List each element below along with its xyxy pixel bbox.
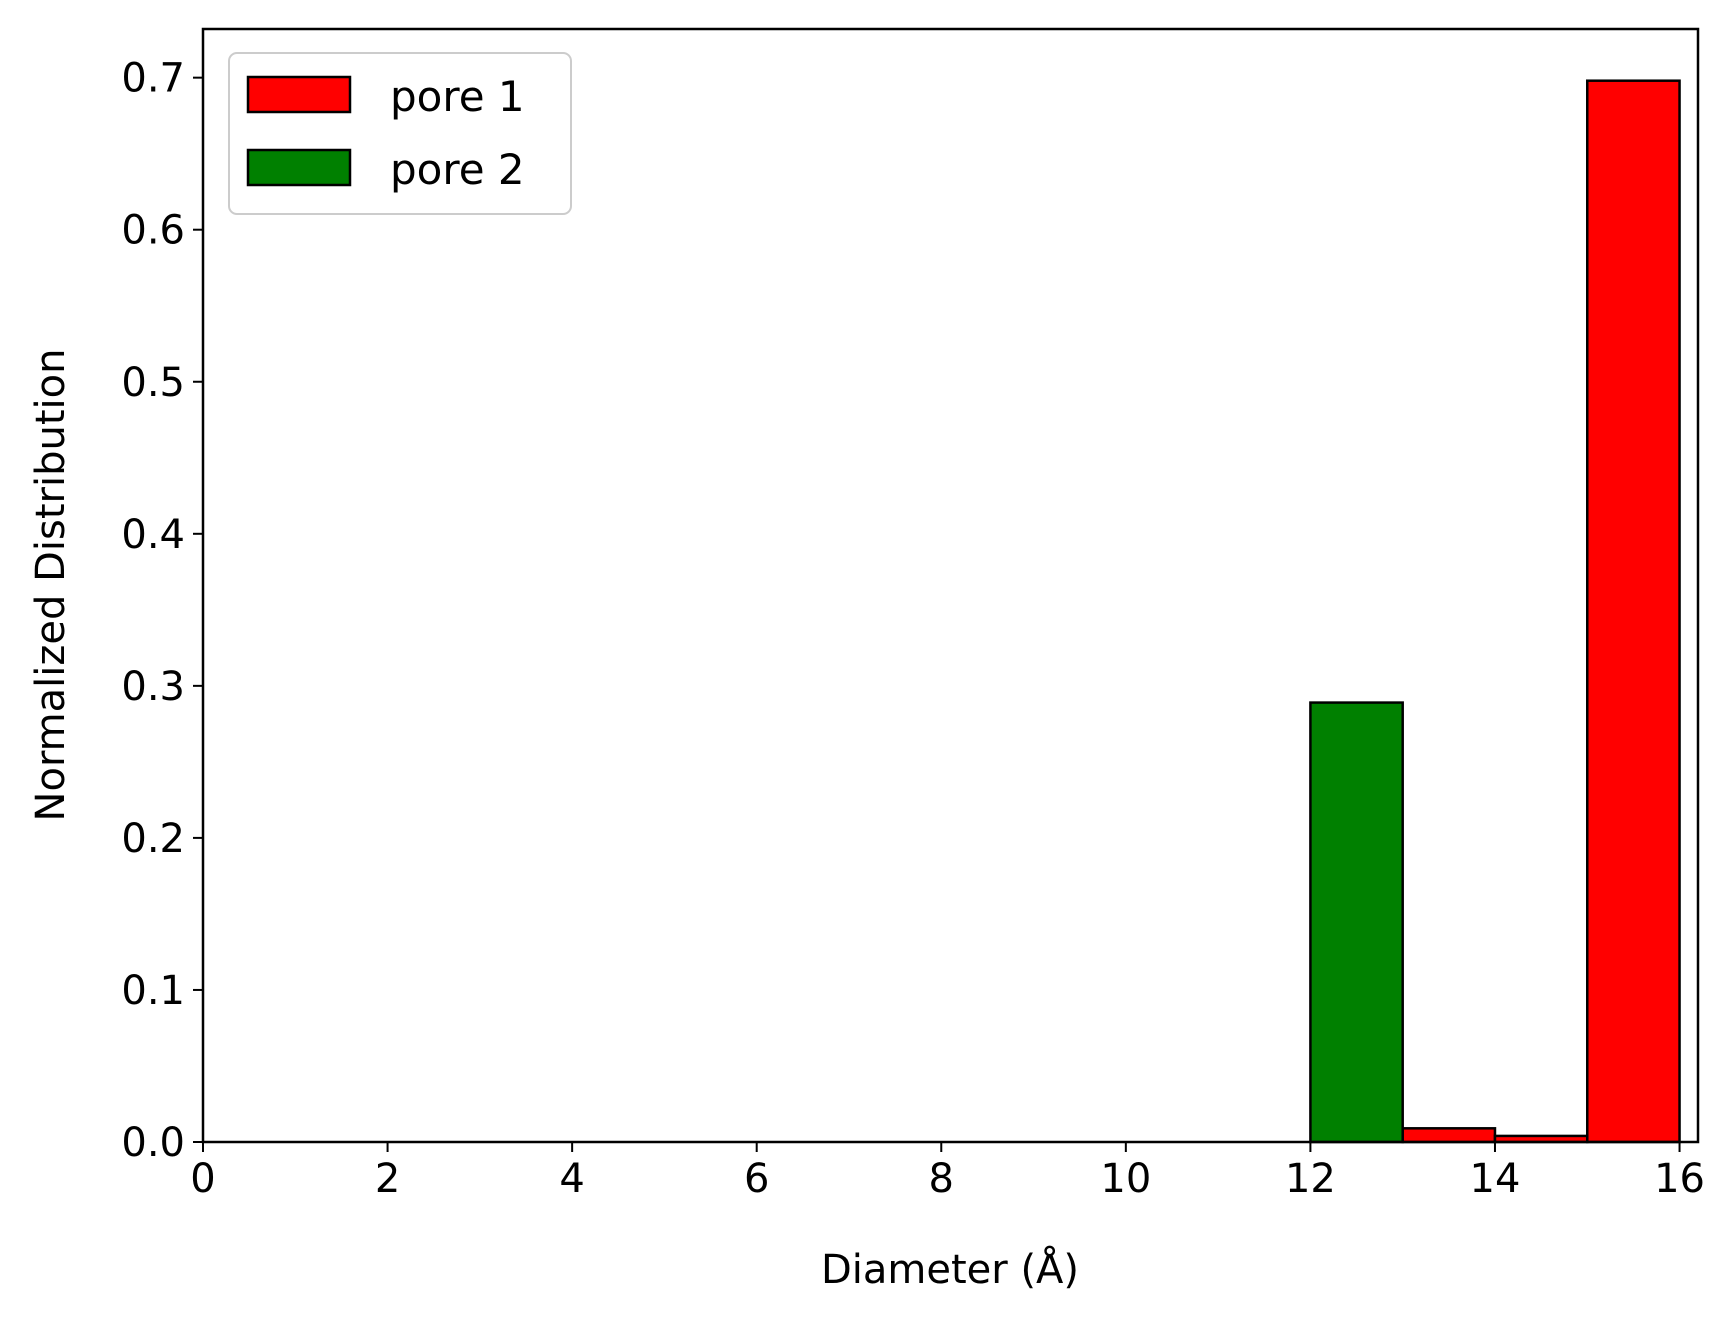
x-axis: 0 2 4 6 8 10 12 14 16: [190, 1142, 1705, 1202]
y-tick-label: 0.6: [121, 208, 185, 254]
y-axis-label: Normalized Distribution: [28, 349, 74, 822]
x-tick-label: 10: [1100, 1156, 1151, 1202]
legend: pore 1 pore 2: [228, 52, 572, 215]
y-tick-label: 0.0: [121, 1120, 185, 1166]
y-tick-label: 0.4: [121, 512, 185, 558]
legend-label-pore-1: pore 1: [390, 72, 525, 121]
x-tick-label: 2: [375, 1156, 400, 1202]
legend-swatch-pore-2: [246, 148, 352, 187]
x-tick-label: 4: [559, 1156, 584, 1202]
bar-pore-1-0: [1401, 1127, 1497, 1144]
y-tick-label: 0.1: [121, 968, 185, 1014]
legend-swatch-pore-1: [246, 75, 352, 114]
plot-frame: [201, 27, 1700, 1144]
x-tick-label: 0: [190, 1156, 215, 1202]
x-tick-label: 14: [1470, 1156, 1521, 1202]
y-tick-label: 0.3: [121, 664, 185, 710]
x-tick-label: 16: [1654, 1156, 1705, 1202]
bar-pore-1-2: [1586, 79, 1681, 1144]
x-tick-label: 6: [744, 1156, 769, 1202]
y-tick-label: 0.5: [121, 360, 185, 406]
bars-layer: [1309, 79, 1681, 1144]
legend-label-pore-2: pore 2: [390, 145, 525, 194]
y-axis: 0.0 0.1 0.2 0.3 0.4 0.5 0.6 0.7: [121, 56, 203, 1166]
x-tick-label: 12: [1285, 1156, 1336, 1202]
bar-pore-2-0: [1309, 701, 1404, 1144]
y-tick-label: 0.2: [121, 816, 185, 862]
x-axis-label: Diameter (Å): [821, 1245, 1079, 1293]
x-tick-label: 8: [929, 1156, 954, 1202]
y-tick-label: 0.7: [121, 56, 185, 102]
